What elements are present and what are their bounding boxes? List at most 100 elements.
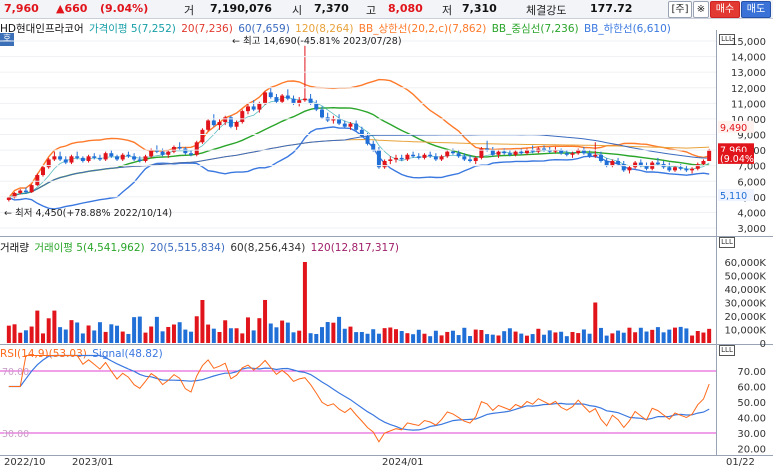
date-label: 2023/01 <box>72 457 114 467</box>
volume-bar <box>519 333 524 343</box>
volume-bar <box>46 318 51 343</box>
candle-body <box>183 148 188 154</box>
candle-body <box>149 150 154 157</box>
volume-bar <box>655 327 660 343</box>
candle-body <box>610 160 615 166</box>
candle-body <box>115 156 120 160</box>
volume-bar <box>194 316 199 343</box>
volume-bar <box>171 324 176 343</box>
volume-bar <box>604 335 609 343</box>
low-annotation: ← 최저 4,450(+78.88% 2022/10/14) <box>4 208 172 219</box>
candle-body <box>598 154 603 161</box>
candle-body <box>616 160 621 165</box>
candle-body <box>274 97 279 102</box>
strength-value: 177.72 <box>590 2 633 15</box>
candle-body <box>263 92 268 104</box>
volume-bar <box>143 332 148 343</box>
volume-bar <box>610 333 615 343</box>
candle-body <box>160 151 165 155</box>
candle-body <box>120 154 125 160</box>
price-axis-label: 7,000 <box>737 162 766 173</box>
volume-bar <box>371 329 376 343</box>
volume-bar <box>365 333 370 343</box>
price-axis-label: 9,000 <box>737 131 766 142</box>
candle-body <box>143 156 148 161</box>
volume-bar <box>627 327 632 343</box>
candle-body <box>524 150 529 154</box>
volume-bar <box>223 320 228 343</box>
volume-axis-label: 60,000K <box>724 258 766 269</box>
volume-bar <box>63 329 68 343</box>
candle-body <box>103 153 108 160</box>
candle-body <box>485 148 490 151</box>
volume-bar <box>564 336 569 343</box>
candle-body <box>507 153 512 155</box>
volume-bar <box>274 327 279 343</box>
candle-body <box>132 156 137 160</box>
volume-bar <box>428 336 433 343</box>
candle-body <box>468 159 473 161</box>
candle-body <box>707 150 712 161</box>
candle-body <box>319 109 324 118</box>
volume-bar <box>342 328 347 343</box>
sell-button[interactable]: 매도 <box>741 1 771 18</box>
price-axis-label: 15,000 <box>731 37 766 48</box>
volume-legend: 거래량 거래이평 5(4,541,962) 20(5,515,834) 60(8… <box>0 240 401 255</box>
rsi-pane-menu-icon[interactable]: LLL <box>719 345 735 356</box>
volume-bar <box>103 331 108 343</box>
volume-bar <box>285 322 290 343</box>
candle-body <box>52 156 57 160</box>
settings-button[interactable]: ※ <box>693 1 709 18</box>
legend-ma20: 20(7,236) <box>181 23 233 35</box>
candle-body <box>23 190 28 193</box>
candle-body <box>701 160 706 165</box>
volume-bar <box>200 299 205 343</box>
rsi-axis-label: 50.00 <box>737 398 766 409</box>
candle-body <box>388 159 393 161</box>
stock-type-button[interactable]: [주] <box>668 1 692 18</box>
volume-bar <box>331 322 336 343</box>
candle-body <box>200 129 205 143</box>
pane-tag[interactable]: 호 <box>0 33 14 46</box>
volume-bar <box>633 332 638 343</box>
legend-bb-mid: BB_중심선(7,236) <box>491 23 579 35</box>
volume-bar <box>177 322 182 343</box>
volume-bar <box>690 335 695 343</box>
bb-upper-line <box>8 78 710 199</box>
candle-body <box>405 154 410 160</box>
price-axis-label: 14,000 <box>731 53 766 64</box>
low-label: 저 <box>442 4 453 17</box>
volume-bar <box>542 334 547 343</box>
bb-lower-tag-bg <box>718 189 754 202</box>
legend-ma60: 60(7,659) <box>238 23 290 35</box>
volume-bar <box>638 327 643 343</box>
volume-bar <box>337 316 342 343</box>
volume-bar <box>450 330 455 343</box>
candle-body <box>502 151 507 154</box>
volume-bar <box>490 334 495 343</box>
volume-bar <box>132 317 137 343</box>
price-change-pct: (9.04%) <box>100 2 149 15</box>
volume-pane-menu-icon[interactable]: LLL <box>719 237 735 248</box>
volume-bar <box>547 330 552 343</box>
candle-body <box>314 103 319 110</box>
volume-bar <box>18 332 23 343</box>
candle-body <box>576 150 581 154</box>
volume-bar <box>280 320 285 343</box>
volume-bar <box>439 335 444 343</box>
rsi-legend: RSI(14,9)(53.03) Signal(48.82) <box>0 348 165 360</box>
candle-body <box>559 150 564 154</box>
price-pane-menu-icon[interactable]: LLL <box>719 34 735 45</box>
volume-bar <box>154 316 159 343</box>
volume-bar <box>183 329 188 343</box>
bb-lower-line <box>8 126 710 210</box>
volume-bar <box>126 333 131 343</box>
candle-body <box>695 164 700 169</box>
date-label: 2022/10 <box>4 457 46 467</box>
candle-body <box>268 92 273 98</box>
volume-bar <box>433 330 438 343</box>
candle-body <box>644 165 649 169</box>
volume-bar <box>86 325 91 343</box>
buy-button[interactable]: 매수 <box>710 1 740 18</box>
